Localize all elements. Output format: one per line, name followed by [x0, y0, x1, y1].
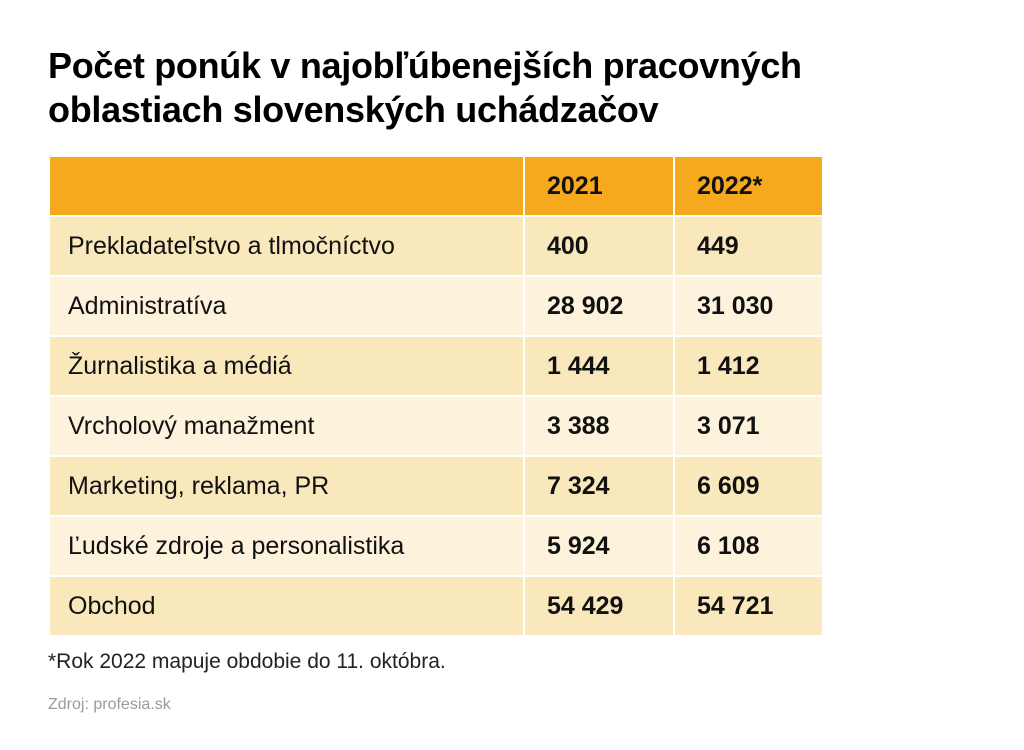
value-2022: 1 412 — [673, 335, 824, 397]
header-cell-label — [48, 155, 525, 217]
row-label: Vrcholový manažment — [48, 395, 525, 457]
row-label: Prekladateľstvo a tlmočníctvo — [48, 215, 525, 277]
header-cell-2021: 2021 — [523, 155, 675, 217]
value-2022: 3 071 — [673, 395, 824, 457]
value-2022: 6 609 — [673, 455, 824, 517]
table-row: Vrcholový manažment 3 388 3 071 — [48, 395, 824, 457]
table-row: Prekladateľstvo a tlmočníctvo 400 449 — [48, 215, 824, 277]
table-row: Marketing, reklama, PR 7 324 6 609 — [48, 455, 824, 517]
header-cell-2022: 2022* — [673, 155, 824, 217]
value-2021: 3 388 — [523, 395, 675, 457]
table-row: Žurnalistika a médiá 1 444 1 412 — [48, 335, 824, 397]
chart-title-line-1: Počet ponúk v najobľúbenejších pracovnýc… — [48, 45, 802, 86]
chart-title-line-2: oblastiach slovenských uchádzačov — [48, 89, 659, 130]
row-label: Žurnalistika a médiá — [48, 335, 525, 397]
value-2021: 28 902 — [523, 275, 675, 337]
chart-title: Počet ponúk v najobľúbenejších pracovnýc… — [48, 44, 948, 132]
value-2022: 449 — [673, 215, 824, 277]
row-label: Obchod — [48, 575, 525, 637]
row-label: Ľudské zdroje a personalistika — [48, 515, 525, 577]
data-table: 2021 2022* Prekladateľstvo a tlmočníctvo… — [48, 155, 824, 637]
table-row: Administratíva 28 902 31 030 — [48, 275, 824, 337]
value-2021: 1 444 — [523, 335, 675, 397]
row-label: Administratíva — [48, 275, 525, 337]
value-2022: 54 721 — [673, 575, 824, 637]
row-label: Marketing, reklama, PR — [48, 455, 525, 517]
value-2021: 7 324 — [523, 455, 675, 517]
table-row: Obchod 54 429 54 721 — [48, 575, 824, 637]
table-row: Ľudské zdroje a personalistika 5 924 6 1… — [48, 515, 824, 577]
source-credit: Zdroj: profesia.sk — [48, 696, 171, 713]
value-2021: 5 924 — [523, 515, 675, 577]
value-2021: 54 429 — [523, 575, 675, 637]
footnote: *Rok 2022 mapuje obdobie do 11. októbra. — [48, 650, 446, 673]
table-header-row: 2021 2022* — [48, 155, 824, 217]
value-2021: 400 — [523, 215, 675, 277]
value-2022: 31 030 — [673, 275, 824, 337]
value-2022: 6 108 — [673, 515, 824, 577]
